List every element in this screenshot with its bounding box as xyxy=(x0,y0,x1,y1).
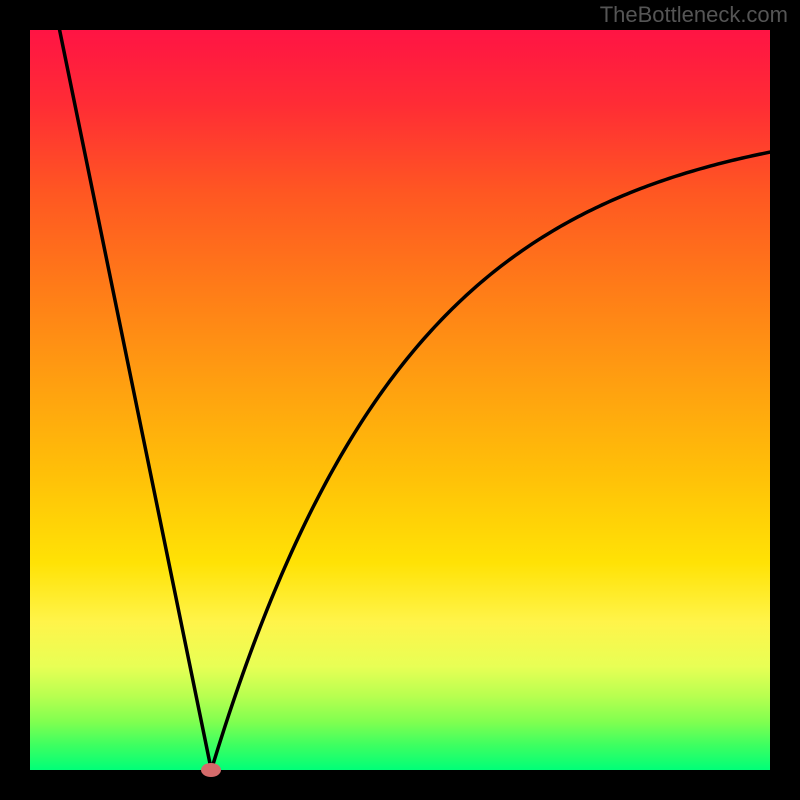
notch-marker xyxy=(201,763,221,777)
bottleneck-curve xyxy=(30,30,770,770)
plot-area xyxy=(30,30,770,770)
attribution-text: TheBottleneck.com xyxy=(600,2,788,28)
